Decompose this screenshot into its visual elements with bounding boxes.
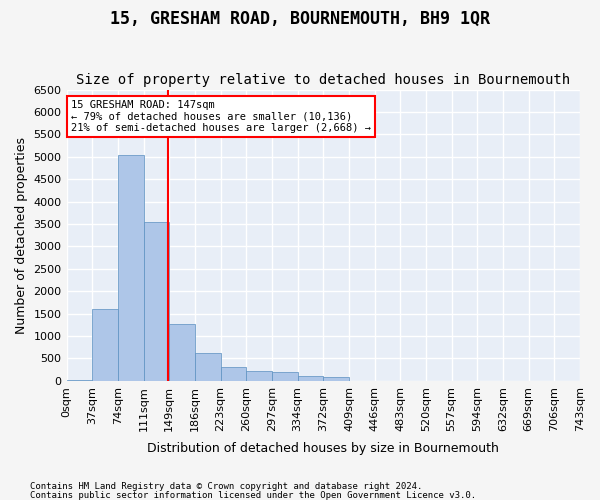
- Bar: [298, 376, 323, 381]
- Bar: [169, 324, 195, 381]
- Title: Size of property relative to detached houses in Bournemouth: Size of property relative to detached ho…: [76, 73, 571, 87]
- Text: 15, GRESHAM ROAD, BOURNEMOUTH, BH9 1QR: 15, GRESHAM ROAD, BOURNEMOUTH, BH9 1QR: [110, 10, 490, 28]
- Bar: [92, 309, 118, 381]
- Bar: [143, 222, 169, 381]
- Bar: [323, 378, 349, 381]
- Text: Contains HM Land Registry data © Crown copyright and database right 2024.: Contains HM Land Registry data © Crown c…: [30, 482, 422, 491]
- Bar: [118, 154, 143, 381]
- X-axis label: Distribution of detached houses by size in Bournemouth: Distribution of detached houses by size …: [148, 442, 499, 455]
- Bar: [272, 372, 298, 381]
- Text: Contains public sector information licensed under the Open Government Licence v3: Contains public sector information licen…: [30, 490, 476, 500]
- Bar: [67, 380, 92, 381]
- Bar: [195, 353, 221, 381]
- Y-axis label: Number of detached properties: Number of detached properties: [15, 136, 28, 334]
- Bar: [221, 368, 246, 381]
- Text: 15 GRESHAM ROAD: 147sqm
← 79% of detached houses are smaller (10,136)
21% of sem: 15 GRESHAM ROAD: 147sqm ← 79% of detache…: [71, 100, 371, 133]
- Bar: [246, 370, 272, 381]
